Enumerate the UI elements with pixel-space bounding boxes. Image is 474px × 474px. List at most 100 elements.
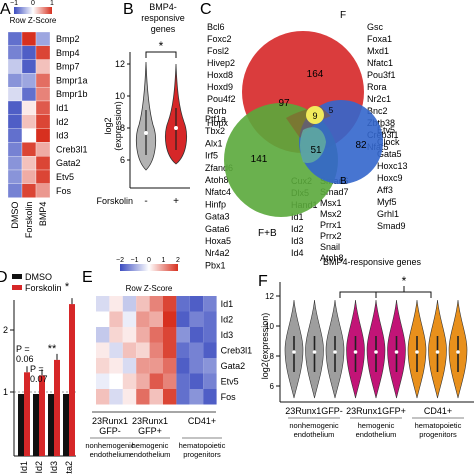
panel-c-green-gene: Irf5: [205, 151, 218, 161]
panel-c-set-fb-label: F+B: [258, 228, 277, 239]
panel-b-title: responsive: [141, 13, 185, 23]
panel-e-cell: [163, 358, 177, 374]
panel-b-group-plus: +: [173, 196, 179, 207]
panel-b-ytick: 8: [120, 123, 125, 133]
panel-c-blue-gene: Myf5: [377, 197, 397, 207]
panel-e-cell: [163, 327, 177, 343]
panel-d-x-label: Id1: [19, 461, 29, 474]
panel-c-green-gene: Pbx1: [205, 260, 226, 270]
panel-c-blue-gene-list: Etv5 Clock Gata5 Hoxc13 Hoxc9 Aff3 Myf5 Grhl1 Sm…: [377, 125, 408, 231]
panel-c-letter: C: [200, 1, 212, 18]
panel-c-blue-gene: Smad9: [377, 221, 406, 231]
panel-e-gene-labels: Id1 Id2 Id3 Creb3l1 Gata2 Etv5 Fos: [221, 299, 253, 402]
panel-a-cell: [35, 156, 51, 171]
panel-e-cell: [189, 327, 204, 343]
panel-e-group-label: 23Runx1: [92, 416, 128, 426]
panel-c-left-gene: Foxc2: [207, 34, 232, 44]
panel-c-left-gene: Hopx: [207, 118, 229, 128]
panel-c-count-all: 9: [312, 111, 317, 121]
panel-e-cell: [96, 296, 110, 312]
panel-c-right-gene: Pou3f1: [367, 70, 396, 80]
panel-c-left-gene: Rorb: [207, 106, 227, 116]
panel-e-cell: [109, 296, 123, 312]
panel-a-cell: [21, 183, 37, 198]
panel-e-gene-label: Id1: [221, 299, 234, 309]
panel-e-scale-tick: 2: [176, 257, 180, 264]
panel-e-group-label: 23Runx1: [132, 416, 168, 426]
panel-e-cell: [109, 373, 123, 389]
panel-e-cell: [163, 389, 177, 405]
panel-c-green-gene: Alx1: [205, 138, 223, 148]
panel-e-cell: [176, 373, 190, 389]
panel-a-cell: [7, 183, 23, 198]
panel-c-right-gene: Mxd1: [367, 46, 389, 56]
panel-f-group-label: 23Runx1GFP-: [285, 406, 343, 416]
panel-e-group-sub: hemogenic: [132, 441, 169, 450]
panel-d-bar-forskolin: [24, 372, 30, 456]
panel-f-median: [353, 350, 358, 354]
panel-d-annot-gata2: *: [65, 281, 70, 293]
panel-e-cell: [203, 358, 217, 374]
panel-a-colorbar: [14, 7, 52, 14]
panel-a-cell: [35, 31, 51, 46]
panel-f-ytick: 8: [270, 352, 275, 361]
panel-d-bar-dmso: [63, 394, 69, 456]
panel-e-cell: [189, 296, 204, 312]
panel-c-count-f-b: 5: [329, 106, 334, 115]
panel-a-cell: [21, 87, 37, 102]
panel-e-cell: [109, 389, 123, 405]
panel-c-center-gene: Id2: [291, 224, 304, 234]
panel-b: B BMP4- responsive genes log2(expression…: [96, 1, 190, 207]
panel-e-cell: [109, 327, 123, 343]
panel-c-center-gene: Prrx1: [320, 220, 342, 230]
panel-e-group-sub: progenitors: [183, 450, 221, 459]
panel-d-legend-dmso: DMSO: [25, 272, 52, 282]
panel-e-cell: [122, 389, 137, 405]
panel-a-cell: [7, 156, 23, 171]
panel-e-heatmap: [96, 296, 217, 405]
panel-d-annot-p1: P = 0.06: [16, 344, 34, 364]
panel-e-cell: [203, 296, 217, 312]
panel-f-ytick: 6: [270, 382, 275, 391]
panel-f-median: [435, 350, 440, 354]
panel-c-right-gene: Nfatc1: [367, 58, 393, 68]
panel-c-left-gene: Pou4f2: [207, 94, 236, 104]
panel-a-cell: [7, 73, 23, 88]
panel-b-sig-star: *: [159, 39, 164, 53]
panel-f-group-label: CD41+: [424, 406, 452, 416]
panel-d-x-label: Id2: [34, 461, 44, 474]
panel-f-sig-star: *: [402, 274, 407, 288]
panel-f-median: [456, 350, 460, 354]
panel-e-cell: [122, 296, 137, 312]
panel-f-median: [292, 350, 296, 354]
panel-e-cell: [176, 296, 190, 312]
panel-a-cell: [21, 45, 37, 60]
panel-c-right-gene: Rora: [367, 82, 387, 92]
panel-e-colorbar: [120, 264, 178, 271]
panel-d-legend-dmso-swatch: [12, 274, 22, 279]
panel-a-cell: [21, 128, 37, 143]
panel-c-right-gene: Nr2c1: [367, 94, 391, 104]
panel-c-right-gene: Bnc2: [367, 106, 388, 116]
panel-e-cell: [189, 358, 204, 374]
panel-a-cell: [35, 183, 51, 198]
panel-e-cell: [163, 296, 177, 312]
panel-a-cell: [35, 45, 51, 60]
panel-f-group-sub: progenitors: [419, 430, 457, 439]
panel-f-group-label: 23Runx1GFP+: [346, 406, 406, 416]
panel-e-gene-label: Id3: [221, 330, 234, 340]
panel-e-cell: [189, 389, 204, 405]
panel-c-count-fb-b: 51: [310, 145, 322, 156]
panel-e-cell: [149, 373, 163, 389]
panel-e-scale-title: Row Z-Score: [126, 284, 173, 293]
panel-a-gene-label: Id1: [56, 103, 69, 113]
panel-c-green-gene: Hinfp: [205, 199, 226, 209]
panel-e-cell: [136, 342, 150, 358]
panel-e-cell: [136, 327, 150, 343]
panel-a-scale-title: Row Z-Score: [10, 16, 57, 25]
panel-a-cell: [35, 73, 51, 88]
panel-e-gene-label: Id2: [221, 315, 234, 325]
panel-c-green-gene-list: Ptf1a Tbx2 Alx1 Irf5 Zfand6 Atoh8 Nfatc4 Hinfp G…: [205, 114, 233, 270]
panel-a-heatmap: [7, 31, 51, 198]
panel-e-cell: [176, 327, 190, 343]
